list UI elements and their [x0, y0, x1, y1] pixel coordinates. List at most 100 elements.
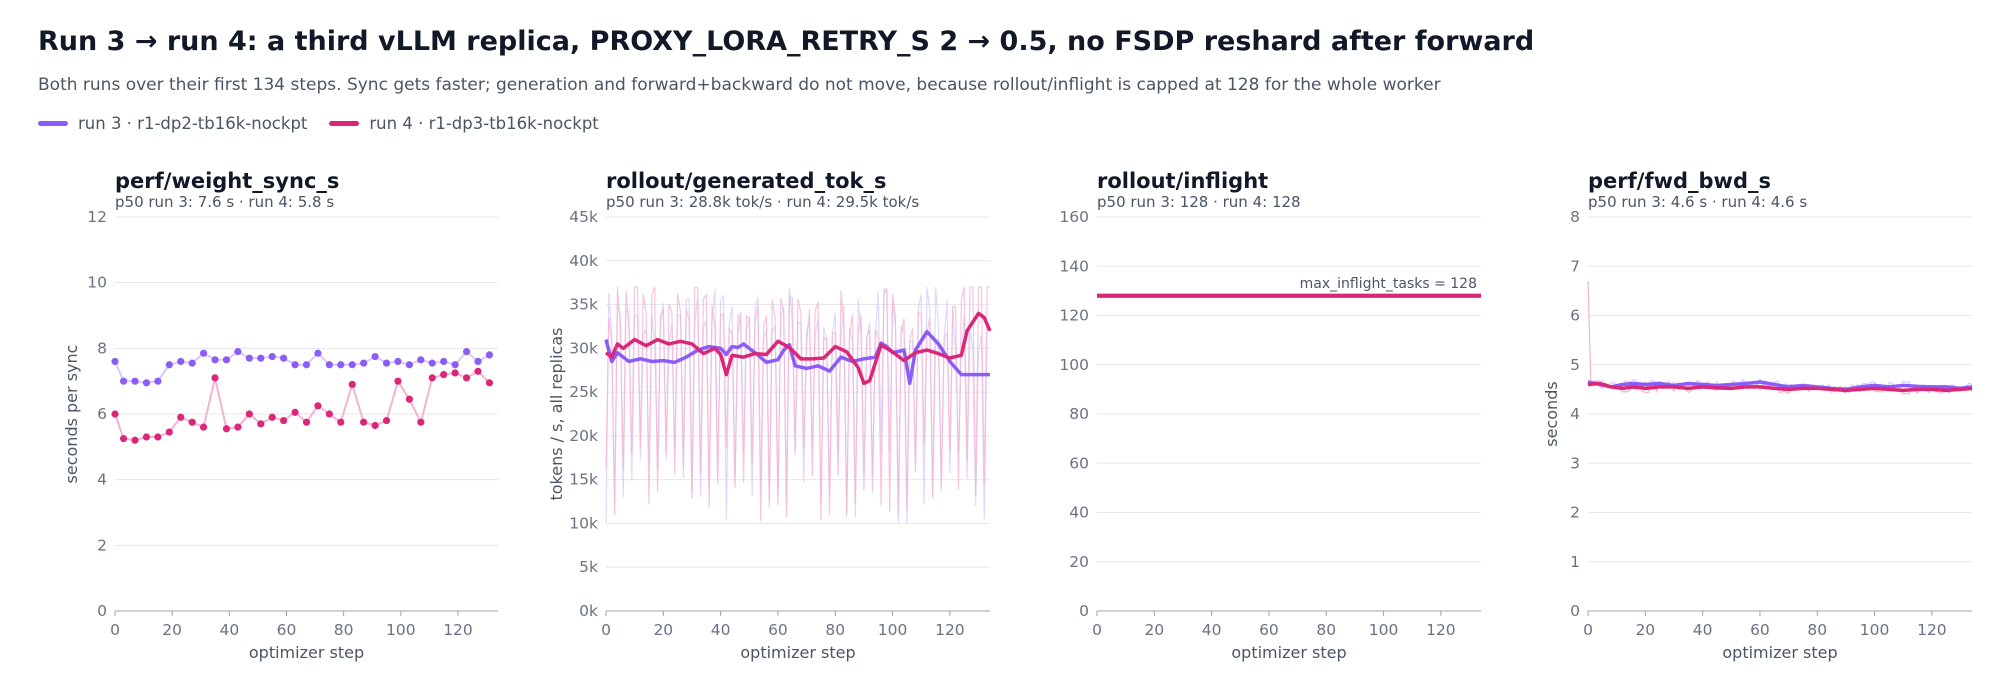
y-tick-label: 80	[1069, 405, 1089, 423]
x-tick-label: 80	[825, 621, 845, 639]
data-point-run4	[165, 428, 173, 436]
data-point-run4	[200, 423, 208, 431]
y-tick-label: 20	[1069, 553, 1089, 571]
series-line-run4	[114, 370, 491, 442]
x-tick-label: 120	[1426, 621, 1456, 639]
x-tick-label: 80	[1316, 621, 1336, 639]
data-point-run3	[485, 351, 494, 359]
data-point-run3	[119, 377, 128, 385]
data-point-run3	[200, 349, 208, 357]
y-tick-label: 7	[1570, 257, 1580, 275]
y-tick-label: 30k	[569, 339, 598, 357]
data-point-run4	[462, 374, 471, 382]
y-tick-label: 8	[1570, 208, 1580, 226]
data-point-run3	[111, 357, 119, 366]
threshold-annotation: max_inflight_tasks = 128	[1300, 276, 1477, 292]
series-line-run3	[604, 329, 990, 386]
chart-subtitle: p50 run 3: 28.8k tok/s · run 4: 29.5k to…	[606, 193, 919, 211]
data-point-run4	[440, 371, 448, 379]
x-tick-label: 40	[219, 621, 239, 639]
chart-title: perf/weight_sync_s	[115, 169, 339, 193]
data-point-run4	[451, 369, 459, 377]
y-tick-label: 120	[1059, 307, 1089, 325]
y-tick-label: 25k	[569, 383, 598, 401]
data-point-run3	[325, 361, 333, 369]
x-tick-label: 40	[1202, 621, 1222, 639]
data-point-run3	[280, 354, 288, 362]
y-tick-label: 8	[97, 339, 107, 357]
data-point-run4	[485, 379, 494, 387]
y-tick-label: 160	[1059, 208, 1089, 226]
page-title: Run 3 → run 4: a third vLLM replica, PRO…	[38, 26, 1535, 57]
data-point-run3	[451, 361, 459, 369]
x-axis-label: optimizer step	[1231, 643, 1346, 662]
x-tick-label: 0	[601, 621, 611, 639]
data-point-run3	[417, 356, 425, 364]
y-tick-label: 3	[1570, 454, 1580, 472]
data-point-run4	[337, 418, 345, 426]
data-point-run3	[371, 352, 379, 361]
y-tick-label: 4	[1570, 405, 1580, 423]
data-point-run3	[268, 352, 276, 361]
y-tick-label: 40k	[569, 252, 598, 270]
chart-subtitle: p50 run 3: 128 · run 4: 128	[1097, 193, 1301, 211]
data-point-run4	[314, 402, 322, 410]
data-point-run4	[131, 436, 139, 444]
x-tick-label: 60	[1259, 621, 1279, 639]
series-line-run3	[1587, 380, 1973, 392]
y-tick-label: 6	[97, 405, 107, 423]
x-tick-label: 20	[653, 621, 673, 639]
data-point-run3	[257, 354, 265, 362]
x-tick-label: 20	[1144, 621, 1164, 639]
x-axis-label: optimizer step	[1722, 643, 1837, 662]
data-point-run4	[348, 380, 356, 389]
legend-swatch-run4	[329, 121, 360, 126]
data-point-run3	[394, 357, 402, 366]
x-tick-label: 60	[277, 621, 297, 639]
data-point-run3	[142, 379, 151, 387]
x-tick-label: 120	[1917, 621, 1947, 639]
y-tick-label: 40	[1069, 504, 1089, 522]
data-point-run4	[177, 413, 185, 421]
data-point-run3	[188, 359, 196, 367]
data-point-run3	[245, 354, 253, 362]
data-point-run3	[131, 377, 139, 385]
y-tick-label: 15k	[569, 471, 598, 489]
data-point-run4	[268, 413, 276, 421]
page-subtitle: Both runs over their first 134 steps. Sy…	[38, 75, 1441, 95]
x-tick-label: 100	[878, 621, 908, 639]
data-point-run3	[177, 357, 185, 366]
x-tick-label: 20	[162, 621, 182, 639]
data-point-run4	[417, 418, 425, 426]
data-point-run3	[440, 357, 448, 366]
data-point-run3	[314, 349, 322, 357]
x-axis-label: optimizer step	[249, 643, 364, 662]
data-point-run4	[257, 420, 265, 428]
x-tick-label: 80	[334, 621, 354, 639]
data-point-run4	[474, 367, 482, 375]
data-point-run3	[348, 361, 356, 369]
data-point-run4	[302, 418, 311, 426]
data-point-run3	[154, 377, 162, 385]
y-tick-label: 0	[1570, 602, 1580, 620]
x-tick-label: 40	[1693, 621, 1713, 639]
data-point-run3	[462, 348, 471, 356]
y-tick-label: 100	[1059, 356, 1089, 374]
series-line-run4	[1587, 381, 1973, 393]
data-point-run3	[337, 361, 345, 369]
data-point-run4	[142, 433, 151, 441]
data-point-run4	[280, 416, 288, 425]
data-point-run4	[188, 418, 196, 426]
data-point-run4	[325, 410, 333, 418]
data-point-run4	[291, 408, 299, 416]
data-point-run3	[165, 361, 173, 369]
x-tick-label: 120	[443, 621, 473, 639]
data-point-run4	[154, 433, 162, 441]
chart-title: rollout/generated_tok_s	[606, 169, 887, 193]
data-point-run4	[245, 410, 253, 418]
y-tick-label: 0	[1079, 602, 1089, 620]
legend-item-run4: run 4 · r1-dp3-tb16k-nockpt	[329, 114, 599, 133]
